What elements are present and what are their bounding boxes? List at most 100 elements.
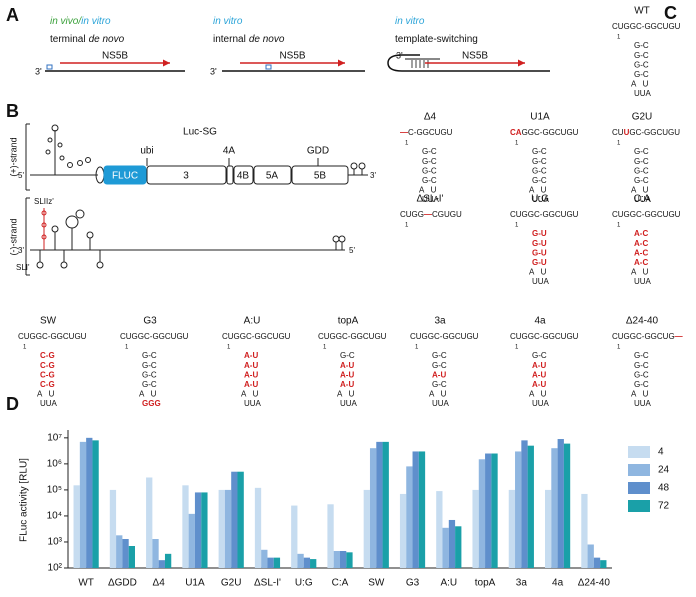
sequence-part: 1 bbox=[617, 140, 621, 146]
y-tick-label: 10⁵ bbox=[47, 485, 62, 496]
bar bbox=[399, 493, 407, 568]
sequence-part: G-C bbox=[422, 176, 437, 185]
sequence-line: A U bbox=[37, 390, 55, 399]
mutated-part: C-G bbox=[40, 351, 55, 360]
legend-label: 48 bbox=[658, 483, 670, 494]
sequence-line: G-C bbox=[422, 176, 437, 185]
bar bbox=[79, 441, 87, 568]
mutated-part: A-U bbox=[244, 351, 258, 360]
bar bbox=[551, 448, 558, 568]
sequence-part: G-C bbox=[532, 147, 547, 156]
sequence-line: A-U bbox=[340, 371, 354, 380]
sequence-line: G-C bbox=[634, 371, 649, 380]
panel-label: C bbox=[664, 3, 677, 23]
bar bbox=[267, 557, 274, 568]
sequence-part: 1 bbox=[323, 344, 327, 350]
panel-a-subtitle: internal de novo bbox=[213, 34, 285, 45]
sequence-line: G-C bbox=[142, 380, 157, 389]
bar bbox=[188, 513, 195, 568]
sequence-line: A U bbox=[429, 390, 447, 399]
x-tick-label: C:A bbox=[332, 578, 349, 589]
panel-a-title: in vitro bbox=[213, 16, 243, 27]
sequence-line: C-G bbox=[40, 361, 55, 370]
legend-swatch bbox=[628, 464, 650, 476]
y-tick-label: 10⁴ bbox=[47, 511, 62, 522]
sequence-line: A-C bbox=[634, 229, 648, 238]
legend-swatch bbox=[628, 446, 650, 458]
enzyme-label: NS5B bbox=[102, 51, 128, 62]
x-tick-label: 4a bbox=[552, 578, 564, 589]
sequence-part: CUGGC-GGCUGU bbox=[510, 332, 579, 341]
mutated-part: A-C bbox=[634, 258, 648, 267]
sequence-line: UUA bbox=[244, 399, 262, 408]
sequence-line: A-U bbox=[532, 380, 546, 389]
bar bbox=[587, 544, 594, 568]
sequence-part: UUA bbox=[244, 399, 262, 408]
bar bbox=[508, 489, 516, 568]
sequence-part: A U bbox=[429, 390, 447, 399]
legend-label: 24 bbox=[658, 465, 670, 476]
sequence-line: CUGGC-GGCUGU bbox=[510, 332, 579, 341]
sequence-part: G-C bbox=[634, 351, 649, 360]
sequence-line: GGG bbox=[142, 399, 161, 408]
sequence-part: 1 bbox=[617, 222, 621, 228]
sequence-part: G-C bbox=[142, 380, 157, 389]
subtitle-part: de novo bbox=[249, 34, 285, 45]
sequence-line: 1 bbox=[405, 140, 409, 146]
mutated-part: C-G bbox=[40, 361, 55, 370]
sequence-part: A U bbox=[631, 186, 649, 195]
sequence-line: UUA bbox=[634, 195, 652, 204]
sequence-part: A U bbox=[631, 268, 649, 277]
arrow-head bbox=[163, 59, 170, 67]
y-tick-label: 10³ bbox=[48, 537, 63, 548]
end-label: 3' bbox=[35, 66, 42, 76]
sequence-part: UUA bbox=[532, 399, 550, 408]
sequence-part: A U bbox=[631, 80, 649, 89]
mutated-part: A-C bbox=[634, 239, 648, 248]
sequence-line: A U bbox=[631, 80, 649, 89]
bar bbox=[455, 526, 462, 568]
structure-name: 4a bbox=[534, 316, 546, 327]
sequence-line: CUGGC-GGCUGU bbox=[612, 210, 681, 219]
sequence-part: A U bbox=[337, 390, 355, 399]
structure-name: ΔSL-I' bbox=[417, 194, 444, 205]
marker-label: ubi bbox=[140, 146, 153, 157]
mutated-part: U bbox=[624, 128, 630, 137]
sequence-part: G-C bbox=[634, 147, 649, 156]
sequence-line: 1 bbox=[323, 344, 327, 350]
sequence-line: C-G bbox=[40, 371, 55, 380]
sequence-part: 1 bbox=[617, 344, 621, 350]
sequence-line: A U bbox=[631, 268, 649, 277]
legend-label: 4 bbox=[658, 447, 664, 458]
sequence-line: 1 bbox=[415, 344, 419, 350]
mutated-part: A-U bbox=[340, 361, 354, 370]
bar bbox=[128, 545, 135, 568]
structure-name: Δ24-40 bbox=[626, 316, 659, 327]
mutated-part: C-G bbox=[40, 380, 55, 389]
sequence-part: GC-GGCUGU bbox=[629, 128, 680, 137]
mutated-part: A-U bbox=[244, 380, 258, 389]
sequence-line: C-G bbox=[40, 351, 55, 360]
sequence-line: UUA bbox=[40, 399, 58, 408]
x-tick-label: Δ4 bbox=[153, 578, 166, 589]
x-tick-label: A:U bbox=[440, 578, 457, 589]
sequence-part: A U bbox=[37, 390, 55, 399]
x-tick-label: Δ24-40 bbox=[578, 578, 611, 589]
sequence-part: CUGGC-GGCUG bbox=[612, 332, 675, 341]
sequence-part: G-C bbox=[532, 157, 547, 166]
structure-name: C:A bbox=[634, 194, 651, 205]
sequence-part: G-C bbox=[422, 167, 437, 176]
structure-name: SW bbox=[40, 316, 57, 327]
bar bbox=[563, 443, 571, 568]
sequence-line: A U bbox=[529, 186, 547, 195]
bar bbox=[333, 550, 340, 568]
bar bbox=[442, 527, 449, 568]
panel-a-subtitle: terminal de novo bbox=[50, 34, 125, 45]
sequence-part: CUGGC-GGCUGU bbox=[410, 332, 479, 341]
sequence-line: G-C bbox=[634, 361, 649, 370]
bar bbox=[340, 550, 347, 568]
sequence-part: C-GGCUGU bbox=[408, 128, 453, 137]
bar bbox=[303, 557, 311, 568]
